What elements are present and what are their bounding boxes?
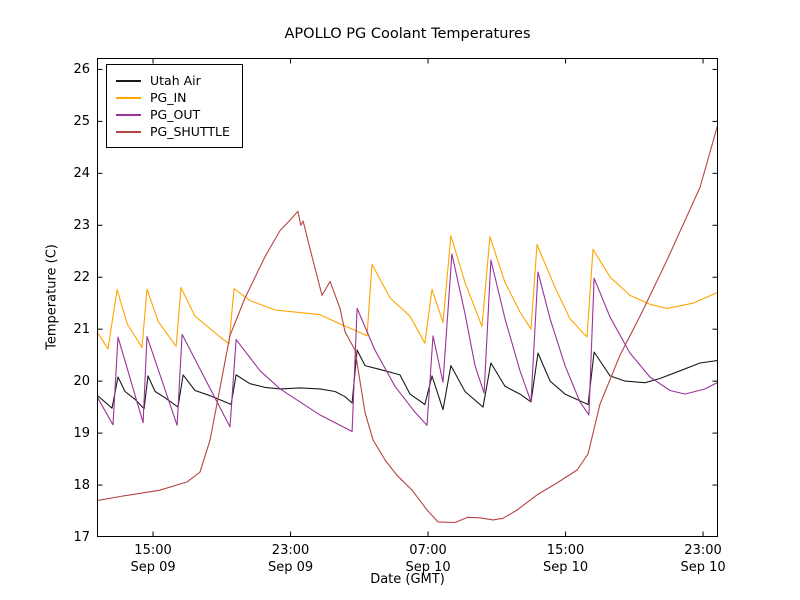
legend-line-sample (116, 130, 141, 133)
x-tick-time: 15:00 (134, 543, 172, 558)
legend-label: PG_SHUTTLE (150, 124, 230, 139)
x-axis-label: Date (GMT) (370, 572, 445, 587)
x-tick-time: 23:00 (684, 543, 722, 558)
legend-item: Utah Air (116, 72, 230, 89)
x-tick-time: 07:00 (409, 543, 447, 558)
y-tick-label: 25 (73, 113, 90, 129)
y-tick-label: 24 (73, 165, 90, 181)
series-line-pg-in (97, 235, 718, 350)
legend-item: PG_SHUTTLE (116, 123, 230, 140)
legend-label: PG_IN (150, 90, 187, 105)
x-tick-label: 23:00 Sep 10 (658, 542, 748, 576)
x-tick-label: 07:00 Sep 10 (383, 542, 473, 576)
y-tick-label: 23 (73, 217, 90, 233)
y-tick-label: 18 (73, 477, 90, 493)
x-tick-time: 23:00 (271, 543, 310, 558)
legend-item: PG_IN (116, 89, 230, 106)
legend-label: Utah Air (150, 73, 201, 88)
y-tick-label: 22 (73, 269, 90, 285)
legend-line-sample (116, 79, 141, 82)
legend-item: PG_OUT (116, 106, 230, 123)
x-tick-date: Sep 09 (130, 560, 176, 575)
series-line-pg-shuttle (97, 123, 718, 524)
x-tick-date: Sep 10 (405, 560, 451, 575)
y-tick-label: 26 (73, 61, 90, 77)
x-tick-label: 15:00 Sep 10 (521, 542, 611, 576)
legend: Utah Air PG_IN PG_OUT PG_SHUTTLE (106, 64, 243, 148)
x-tick-date: Sep 09 (267, 560, 314, 575)
plot-frame (97, 58, 718, 537)
y-tick-label: 21 (73, 321, 90, 337)
x-tick-date: Sep 10 (542, 560, 589, 575)
x-tick-label: 23:00 Sep 09 (246, 542, 336, 576)
y-tick-label: 20 (73, 373, 90, 389)
x-tick-time: 15:00 (546, 543, 585, 558)
plot-area (97, 58, 718, 537)
legend-line-sample (116, 113, 141, 116)
series-line-pg-out (97, 253, 718, 433)
legend-line-sample (116, 96, 141, 99)
chart-title: APOLLO PG Coolant Temperatures (284, 26, 531, 42)
legend-label: PG_OUT (150, 107, 201, 122)
series-line-utah-air (97, 349, 718, 411)
y-tick-label: 17 (73, 529, 90, 545)
x-tick-date: Sep 10 (680, 560, 726, 575)
x-tick-label: 15:00 Sep 09 (108, 542, 198, 576)
y-tick-label: 19 (73, 425, 90, 441)
